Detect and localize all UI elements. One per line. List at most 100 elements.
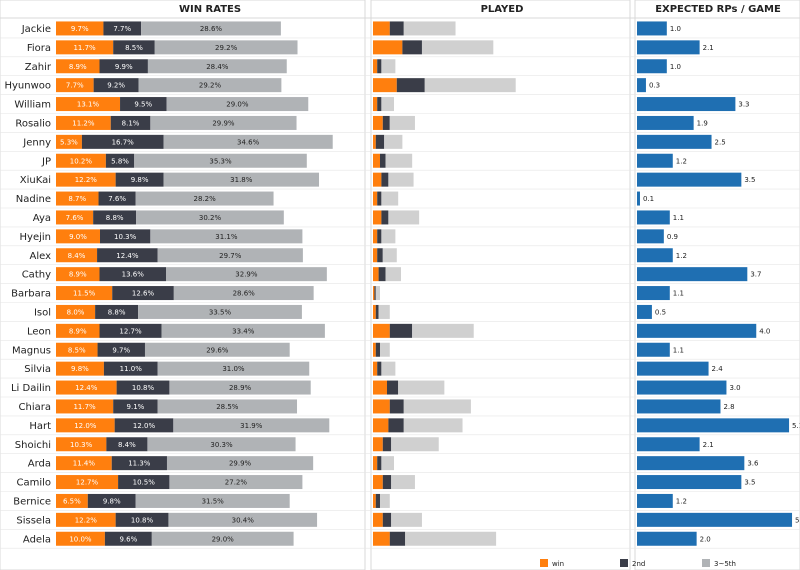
rp-label-bernice: 1.2 — [676, 497, 687, 505]
winrate-bar-win-isol — [56, 304, 96, 319]
winrate-bar-2nd-sissela — [115, 512, 169, 527]
winrate-label-2nd-xiukai: 9.8% — [131, 176, 149, 184]
rp-bar-barbara — [637, 286, 670, 301]
winrate-bar-3-5th-sissela — [168, 512, 318, 527]
played-bar-2nd-bernice — [375, 493, 380, 508]
winrate-bar-2nd-hart — [114, 418, 174, 433]
rp-label-magnus: 1.1 — [673, 346, 684, 354]
played-bar-2nd-nadine — [377, 191, 382, 206]
played-bar-3-5th-aya — [388, 210, 420, 225]
played-bar-3-5th-zahir — [381, 59, 396, 74]
rp-label-barbara: 1.1 — [673, 290, 684, 298]
played-bar-win-xiukai — [373, 172, 382, 187]
winrate-bar-2nd-zahir — [99, 59, 148, 74]
played-bar-2nd-magnus — [375, 342, 380, 357]
winrate-bar-win-xiukai — [56, 172, 116, 187]
rp-label-rosalio: 1.9 — [697, 119, 708, 127]
rp-label-isol: 0.5 — [655, 308, 666, 316]
winrate-label-win-bernice: 6.5% — [63, 497, 81, 505]
category-label-william: William — [14, 100, 51, 111]
winrate-bar-win-chiara — [56, 399, 114, 414]
winrate-bar-2nd-silvia — [103, 361, 158, 376]
played-bar-win-camilo — [373, 475, 383, 490]
winrate-label-win-cathy: 8.9% — [69, 271, 87, 279]
winrate-bar-3-5th-bernice — [135, 493, 290, 508]
winrate-bar-2nd-fiora — [113, 40, 155, 55]
winrate-bar-3-5th-hyunwoo — [138, 78, 282, 93]
played-bar-3-5th-hyunwoo — [424, 78, 516, 93]
winrate-label-3-5th-zahir: 28.4% — [206, 63, 229, 71]
rp-bar-bernice — [637, 493, 673, 508]
winrate-label-2nd-nadine: 7.6% — [108, 195, 126, 203]
category-label-li-dailin: Li Dailin — [11, 383, 51, 394]
rp-label-alex: 1.2 — [676, 252, 687, 260]
played-bar-win-li-dailin — [373, 380, 387, 395]
played-bar-win-zahir — [373, 59, 378, 74]
winrate-bar-win-william — [56, 97, 121, 112]
winrate-bar-win-jenny — [56, 134, 82, 149]
winrate-label-2nd-cathy: 13.6% — [122, 271, 145, 279]
played-bar-3-5th-xiukai — [388, 172, 414, 187]
winrate-label-3-5th-hyunwoo: 29.2% — [199, 82, 222, 90]
category-label-rosalio: Rosalio — [15, 118, 51, 129]
rp-label-william: 3.3 — [738, 101, 749, 109]
winrate-label-3-5th-hyejin: 31.1% — [215, 233, 238, 241]
rp-label-xiukai: 3.5 — [744, 176, 755, 184]
played-bar-2nd-shoichi — [382, 437, 392, 452]
played-bar-3-5th-adela — [405, 531, 497, 546]
rp-bar-fiora — [637, 40, 700, 55]
winrate-label-3-5th-fiora: 29.2% — [215, 44, 238, 52]
winrate-label-2nd-jenny: 16.7% — [112, 138, 135, 146]
winrate-label-3-5th-sissela: 30.4% — [232, 516, 255, 524]
category-label-silvia: Silvia — [24, 364, 51, 375]
rp-label-jp: 1.2 — [676, 157, 687, 165]
winrate-label-2nd-camilo: 10.5% — [133, 479, 156, 487]
rp-label-leon: 4.0 — [759, 327, 770, 335]
rp-bar-li-dailin — [637, 380, 727, 395]
winrate-bar-3-5th-hyejin — [150, 229, 303, 244]
rp-label-jackie: 1.0 — [670, 25, 681, 33]
rp-bar-magnus — [637, 342, 670, 357]
rp-label-silvia: 2.4 — [712, 365, 724, 373]
played-bar-win-rosalio — [373, 115, 383, 130]
winrate-bar-2nd-arda — [111, 456, 167, 471]
winrate-bar-2nd-xiukai — [115, 172, 164, 187]
played-bar-2nd-silvia — [377, 361, 382, 376]
played-bar-3-5th-camilo — [391, 475, 415, 490]
winrate-bar-2nd-hyunwoo — [93, 78, 139, 93]
category-label-alex: Alex — [29, 251, 51, 262]
winrate-bar-2nd-isol — [95, 304, 139, 319]
winrate-label-2nd-isol: 8.8% — [108, 308, 126, 316]
played-bar-2nd-adela — [389, 531, 406, 546]
played-bar-3-5th-shoichi — [391, 437, 439, 452]
played-bar-2nd-cathy — [378, 267, 386, 282]
winrate-bar-3-5th-silvia — [157, 361, 310, 376]
played-bar-win-alex — [373, 248, 378, 263]
rp-bar-camilo — [637, 475, 742, 490]
played-bar-3-5th-jenny — [384, 134, 403, 149]
winrate-label-win-alex: 8.4% — [68, 252, 86, 260]
winrate-label-win-shoichi: 10.3% — [70, 441, 93, 449]
winrate-label-2nd-li-dailin: 10.8% — [132, 384, 155, 392]
winrate-label-win-fiora: 11.7% — [73, 44, 96, 52]
winrate-label-3-5th-arda: 29.9% — [229, 460, 252, 468]
winrate-bar-win-cathy — [56, 267, 100, 282]
rp-label-li-dailin: 3.0 — [729, 384, 740, 392]
played-bar-2nd-chiara — [389, 399, 404, 414]
winrate-bar-3-5th-magnus — [144, 342, 290, 357]
winrate-label-win-nadine: 8.7% — [68, 195, 86, 203]
winrate-bar-2nd-nadine — [98, 191, 136, 206]
winrate-label-2nd-aya: 8.8% — [106, 214, 124, 222]
winrate-label-2nd-hart: 12.0% — [133, 422, 156, 430]
rp-bar-cathy — [637, 267, 748, 282]
category-label-adela: Adela — [23, 534, 51, 545]
winrate-label-win-william: 13.1% — [77, 101, 100, 109]
rp-label-sissela: 5.2 — [795, 516, 800, 524]
winrate-label-win-camilo: 12.7% — [76, 479, 99, 487]
winrate-label-win-isol: 8.0% — [67, 308, 85, 316]
played-bar-2nd-jp — [379, 153, 386, 168]
rp-title: EXPECTED RPs / GAME — [655, 4, 781, 15]
played-bar-2nd-isol — [375, 304, 379, 319]
winrate-bar-3-5th-chiara — [157, 399, 298, 414]
category-label-nadine: Nadine — [16, 194, 51, 205]
